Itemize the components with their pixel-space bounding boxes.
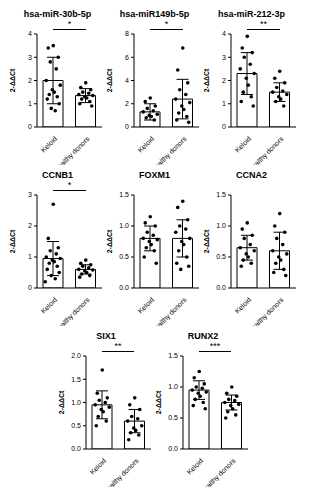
svg-text:2-ΔΔCt: 2-ΔΔCt	[9, 229, 16, 253]
svg-text:Healthy donors: Healthy donors	[246, 296, 285, 326]
svg-text:Healthy donors: Healthy donors	[149, 135, 188, 165]
svg-text:2-ΔΔCt: 2-ΔΔCt	[203, 229, 210, 253]
html-text:RUNX2: RUNX2	[187, 331, 219, 341]
svg-text:Healthy donors: Healthy donors	[101, 457, 140, 487]
svg-text:1.5: 1.5	[119, 191, 129, 198]
html-text:CCNA2: CCNA2	[236, 170, 267, 180]
svg-text:0.0: 0.0	[119, 284, 129, 291]
svg-text:2: 2	[125, 100, 129, 107]
html-text:hsa-miR149b-5p: hsa-miR149b-5p	[119, 9, 190, 19]
svg-text:Healthy donors: Healthy donors	[52, 135, 91, 165]
svg-text:0.5: 0.5	[216, 253, 226, 260]
html-text:hsa-miR-212-3p: hsa-miR-212-3p	[218, 9, 285, 19]
svg-text:1.0: 1.0	[119, 222, 129, 229]
svg-text:0: 0	[28, 123, 32, 130]
svg-text:1: 1	[28, 253, 32, 260]
svg-text:Keloid: Keloid	[136, 296, 155, 315]
svg-text:0.0: 0.0	[71, 445, 81, 452]
svg-text:Healthy donors: Healthy donors	[198, 457, 237, 487]
html-text:SIX1: SIX1	[96, 331, 116, 341]
svg-text:Keloid: Keloid	[39, 135, 58, 154]
svg-text:0.5: 0.5	[71, 422, 81, 429]
svg-text:8: 8	[125, 30, 129, 37]
html-text:FOXM1: FOXM1	[139, 170, 170, 180]
svg-text:1.5: 1.5	[216, 191, 226, 198]
svg-text:2-ΔΔCt: 2-ΔΔCt	[58, 390, 65, 414]
svg-text:3: 3	[222, 54, 226, 61]
svg-text:2: 2	[28, 77, 32, 84]
svg-text:2: 2	[28, 222, 32, 229]
svg-text:1.0: 1.0	[168, 383, 178, 390]
svg-text:4: 4	[125, 77, 129, 84]
svg-text:2-ΔΔCt: 2-ΔΔCt	[203, 68, 210, 92]
svg-text:0: 0	[222, 123, 226, 130]
svg-text:2-ΔΔCt: 2-ΔΔCt	[106, 68, 113, 92]
svg-text:1: 1	[28, 100, 32, 107]
svg-text:1.5: 1.5	[168, 352, 178, 359]
svg-text:Keloid: Keloid	[233, 135, 252, 154]
svg-text:0.5: 0.5	[119, 253, 129, 260]
svg-text:Keloid: Keloid	[233, 296, 252, 315]
svg-text:1: 1	[222, 100, 226, 107]
svg-text:1.0: 1.0	[216, 222, 226, 229]
svg-text:0: 0	[28, 284, 32, 291]
svg-text:0.5: 0.5	[168, 414, 178, 421]
svg-text:Healthy donors: Healthy donors	[246, 135, 285, 165]
svg-text:0: 0	[125, 123, 129, 130]
svg-text:3: 3	[28, 54, 32, 61]
svg-text:0.0: 0.0	[168, 445, 178, 452]
svg-text:Healthy donors: Healthy donors	[52, 296, 91, 326]
svg-text:3: 3	[28, 191, 32, 198]
svg-text:Keloid: Keloid	[136, 135, 155, 154]
svg-text:4: 4	[222, 30, 226, 37]
html-text:CCNB1: CCNB1	[42, 170, 73, 180]
svg-text:6: 6	[125, 54, 129, 61]
svg-text:Keloid: Keloid	[185, 457, 204, 476]
svg-text:Keloid: Keloid	[88, 457, 107, 476]
html-text:hsa-miR-30b-5p: hsa-miR-30b-5p	[23, 9, 92, 19]
svg-text:2-ΔΔCt: 2-ΔΔCt	[106, 229, 113, 253]
svg-text:1.0: 1.0	[71, 399, 81, 406]
svg-text:0.0: 0.0	[216, 284, 226, 291]
svg-text:1.5: 1.5	[71, 376, 81, 383]
svg-text:2-ΔΔCt: 2-ΔΔCt	[155, 390, 162, 414]
svg-text:2: 2	[222, 77, 226, 84]
svg-text:Healthy donors: Healthy donors	[149, 296, 188, 326]
svg-text:4: 4	[28, 30, 32, 37]
svg-text:2.0: 2.0	[71, 352, 81, 359]
svg-text:Keloid: Keloid	[39, 296, 58, 315]
svg-text:2-ΔΔCt: 2-ΔΔCt	[9, 68, 16, 92]
